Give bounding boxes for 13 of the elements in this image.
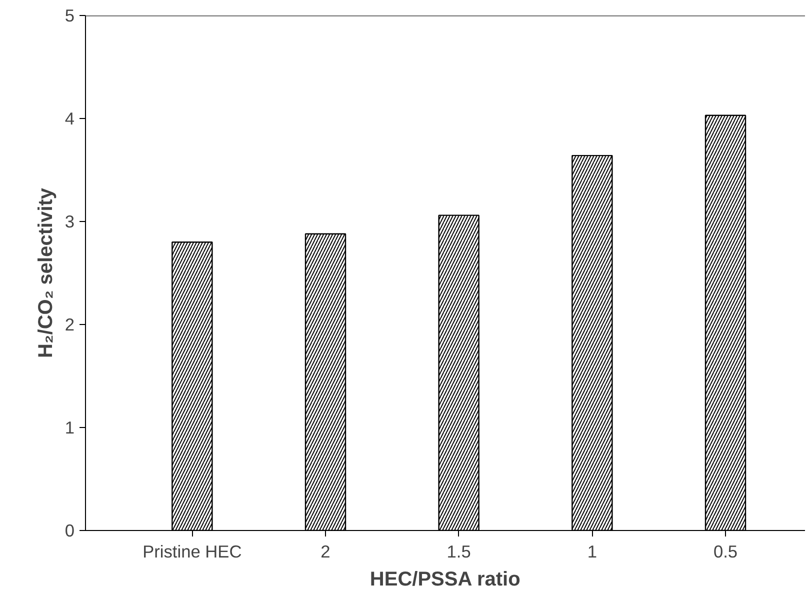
x-tick-label: 2 — [320, 542, 330, 562]
x-tick-label: 0.5 — [713, 542, 738, 562]
x-tick-label: 1 — [587, 542, 597, 562]
y-tick-label: 4 — [64, 108, 75, 128]
x-axis-title: HEC/PSSA ratio — [370, 568, 520, 590]
y-tick-label: 3 — [64, 212, 75, 232]
y-tick-label: 2 — [64, 314, 75, 334]
y-tick-label: 5 — [64, 6, 75, 26]
y-axis-title: H₂/CO₂ selectivity — [34, 187, 57, 358]
y-tick-label: 1 — [64, 418, 75, 438]
x-tick-label: Pristine HEC — [142, 542, 242, 562]
x-tick-label: 1.5 — [446, 542, 471, 562]
y-tick-label: 0 — [64, 520, 75, 540]
